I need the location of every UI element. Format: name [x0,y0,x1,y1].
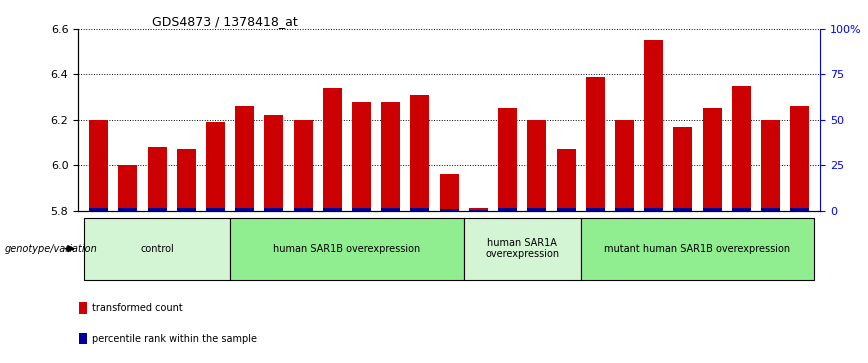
Bar [89,208,108,211]
Bar [674,127,693,211]
Bar [581,218,814,280]
Text: human SAR1A
overexpression: human SAR1A overexpression [485,238,559,260]
Bar [732,86,751,211]
Text: GDS4873 / 1378418_at: GDS4873 / 1378418_at [153,15,298,28]
Bar [79,302,88,314]
Bar [528,120,546,211]
Bar [615,208,634,211]
Bar [469,208,488,211]
Bar [84,218,230,280]
Bar [265,208,283,211]
Bar [674,208,693,211]
Bar [293,208,312,211]
Bar [615,120,634,211]
Bar [790,106,809,211]
Bar [411,208,430,211]
Bar [206,208,225,211]
Bar [790,208,809,211]
Bar [89,120,108,211]
Bar [293,120,312,211]
Bar [556,208,575,211]
Bar [381,208,400,211]
Bar [528,208,546,211]
Bar [148,208,167,211]
Bar [586,208,605,211]
Bar [230,218,464,280]
Bar [469,210,488,211]
Bar [235,106,254,211]
Bar [177,149,195,211]
Bar [148,147,167,211]
Bar [352,208,371,211]
Bar [703,208,721,211]
Bar [732,208,751,211]
Bar [177,208,195,211]
Bar [352,102,371,211]
Bar [323,208,342,211]
Bar [644,208,663,211]
Text: human SAR1B overexpression: human SAR1B overexpression [273,244,421,254]
Bar [644,40,663,211]
Text: mutant human SAR1B overexpression: mutant human SAR1B overexpression [604,244,791,254]
Bar [498,208,517,211]
Bar [265,115,283,211]
Bar [118,208,137,211]
Text: transformed count: transformed count [92,303,183,313]
Text: percentile rank within the sample: percentile rank within the sample [92,334,257,344]
Text: control: control [140,244,174,254]
Bar [206,122,225,211]
Bar [440,209,458,211]
Bar [556,149,575,211]
Bar [440,174,458,211]
Bar [235,208,254,211]
Bar [118,165,137,211]
Bar [79,333,88,344]
Bar [761,208,780,211]
Bar [586,77,605,211]
Bar [381,102,400,211]
Bar [323,88,342,211]
Text: genotype/variation: genotype/variation [4,244,97,254]
Bar [498,109,517,211]
Bar [761,120,780,211]
Bar [411,95,430,211]
Bar [703,109,721,211]
Bar [464,218,581,280]
